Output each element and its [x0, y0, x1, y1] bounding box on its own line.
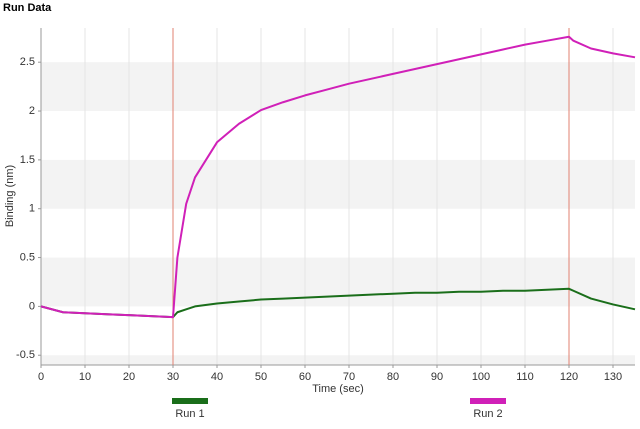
x-tick-label: 80	[387, 371, 399, 383]
legend-swatch	[172, 398, 208, 404]
y-tick-label: 0.5	[20, 251, 35, 263]
y-axis-label: Binding (nm)	[4, 165, 16, 227]
legend-swatch	[470, 398, 506, 404]
series-line	[40, 35, 636, 319]
x-tick-label: 10	[79, 371, 91, 383]
x-tick-label: 50	[255, 371, 267, 383]
grid-band	[41, 159, 635, 209]
x-tick-label: 60	[299, 371, 311, 383]
x-tick-label: 120	[560, 371, 578, 383]
x-tick-label: 30	[167, 371, 179, 383]
x-tick-label: 110	[516, 371, 534, 383]
x-axis-label: Time (sec)	[312, 383, 364, 395]
x-tick-label: 90	[431, 371, 443, 383]
x-tick-label: 20	[123, 371, 135, 383]
grid-band	[41, 257, 635, 307]
x-tick-label: 100	[472, 371, 490, 383]
x-tick-label: 40	[211, 371, 223, 383]
chart-title: Run Data	[3, 2, 52, 14]
y-tick-label: 1.5	[20, 154, 35, 166]
y-tick-label: -0.5	[16, 349, 35, 361]
x-tick-label: 130	[604, 371, 622, 383]
legend-label: Run 2	[473, 408, 502, 420]
y-tick-label: 2.5	[20, 56, 35, 68]
x-tick-label: 70	[343, 371, 355, 383]
legend-label: Run 1	[175, 408, 204, 420]
x-tick-label: 0	[38, 371, 44, 383]
y-tick-label: 0	[29, 300, 35, 312]
y-tick-label: 1	[29, 203, 35, 215]
grid-band	[41, 355, 635, 365]
y-tick-label: 2	[29, 105, 35, 117]
